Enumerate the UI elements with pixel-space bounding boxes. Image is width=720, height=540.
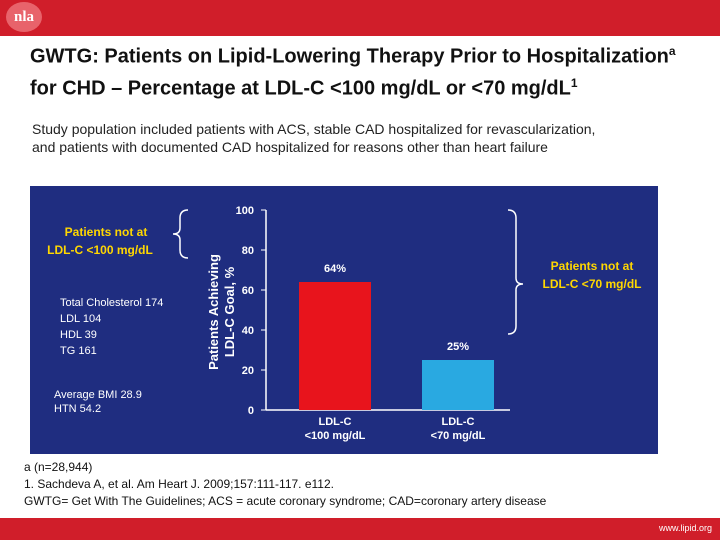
bar-chart: 0 20 40 60 80 100 Patients Achieving LDL-C Goal…	[47, 205, 641, 442]
baseline-stat: LDL 104	[60, 313, 101, 325]
x-category-label: <70 mg/dL	[431, 430, 486, 442]
right-annotation-line1: Patients not at	[551, 259, 634, 273]
left-annotation-line1: Patients not at	[65, 225, 148, 239]
left-brace	[172, 209, 189, 259]
other-stat: Average BMI 28.9	[54, 389, 142, 401]
right-brace	[507, 209, 524, 335]
footnote-abbreviations: GWTG= Get With The Guidelines; ACS = acu…	[24, 494, 547, 508]
title-superscript-a: a	[668, 44, 676, 58]
bottom-bar: www.lipid.org	[0, 518, 720, 540]
y-tick-label: 80	[242, 245, 254, 257]
top-bar: nla	[0, 0, 720, 36]
baseline-stat: Total Cholesterol 174	[60, 297, 163, 309]
footnote-n: a (n=28,944)	[24, 460, 93, 474]
title-part1: GWTG: Patients on Lipid-Lowering Therapy…	[30, 45, 669, 68]
y-tick-label: 40	[242, 325, 254, 337]
right-annotation-line2: LDL-C <70 mg/dL	[542, 277, 641, 291]
y-tick-label: 60	[242, 285, 254, 297]
bar-value-label: 25%	[447, 341, 469, 353]
baseline-stat: HDL 39	[60, 329, 97, 341]
other-stat: HTN 54.2	[54, 403, 101, 415]
y-axis-label-line2: LDL-C Goal, %	[222, 266, 237, 357]
baseline-stat: TG 161	[60, 345, 97, 357]
left-annotation-line2: LDL-C <100 mg/dL	[47, 243, 153, 257]
x-category-label: LDL-C	[319, 416, 352, 428]
bar-value-label: 64%	[324, 263, 346, 275]
y-tick-label: 100	[236, 205, 254, 217]
website-url: www.lipid.org	[658, 523, 712, 533]
x-category-label: <100 mg/dL	[305, 430, 366, 442]
slide-subtitle: Study population included patients with …	[32, 121, 596, 155]
bar	[422, 360, 494, 410]
x-category-label: LDL-C	[442, 416, 475, 428]
slide-title: GWTG: Patients on Lipid-Lowering Therapy…	[30, 38, 700, 101]
title-superscript-1: 1	[570, 75, 578, 90]
y-tick-label: 0	[248, 405, 254, 417]
nla-logo: nla	[6, 2, 42, 32]
chart-panel: 0 20 40 60 80 100 Patients Achieving LDL-C Goal…	[30, 186, 658, 454]
footnote-reference: 1. Sachdeva A, et al. Am Heart J. 2009;1…	[24, 477, 334, 491]
footnotes: a (n=28,944) 1. Sachdeva A, et al. Am He…	[24, 459, 704, 510]
y-tick-label: 20	[242, 365, 254, 377]
title-part2: for CHD – Percentage at LDL-C <100 mg/dL…	[30, 77, 571, 100]
bar	[299, 282, 371, 410]
y-axis-label-line1: Patients Achieving	[206, 254, 221, 370]
